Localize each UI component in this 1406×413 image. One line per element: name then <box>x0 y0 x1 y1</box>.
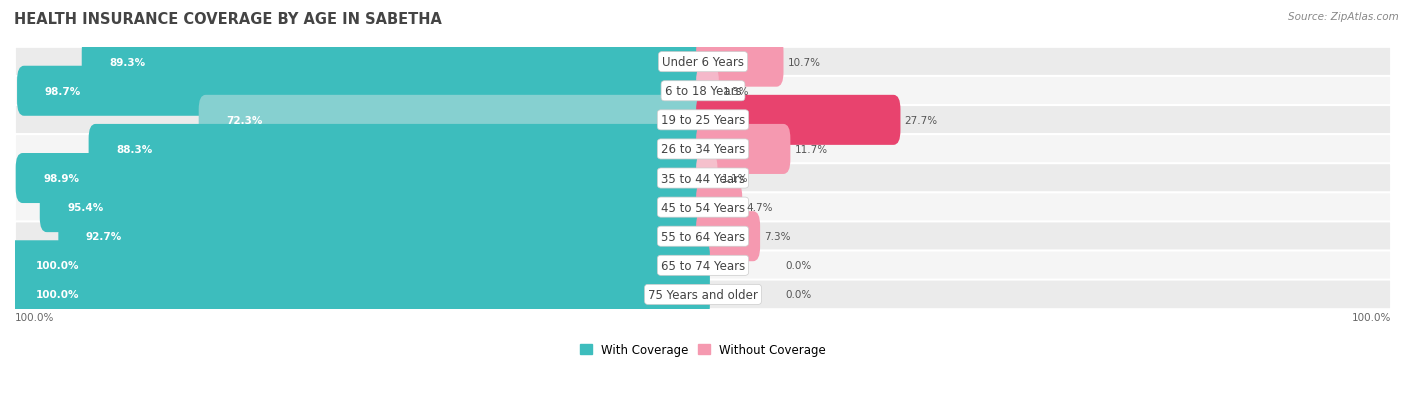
Text: 75 Years and older: 75 Years and older <box>648 288 758 301</box>
Text: HEALTH INSURANCE COVERAGE BY AGE IN SABETHA: HEALTH INSURANCE COVERAGE BY AGE IN SABE… <box>14 12 441 27</box>
Text: 92.7%: 92.7% <box>86 232 122 242</box>
Text: 65 to 74 Years: 65 to 74 Years <box>661 259 745 272</box>
FancyBboxPatch shape <box>15 77 1391 106</box>
FancyBboxPatch shape <box>15 280 1391 309</box>
FancyBboxPatch shape <box>696 183 742 233</box>
FancyBboxPatch shape <box>58 212 710 261</box>
FancyBboxPatch shape <box>15 251 1391 280</box>
FancyBboxPatch shape <box>17 66 710 116</box>
Text: 100.0%: 100.0% <box>35 261 79 271</box>
Text: 19 to 25 Years: 19 to 25 Years <box>661 114 745 127</box>
Text: 6 to 18 Years: 6 to 18 Years <box>665 85 741 98</box>
Text: 55 to 64 Years: 55 to 64 Years <box>661 230 745 243</box>
FancyBboxPatch shape <box>8 270 710 320</box>
FancyBboxPatch shape <box>696 125 790 175</box>
FancyBboxPatch shape <box>82 38 710 88</box>
Text: 26 to 34 Years: 26 to 34 Years <box>661 143 745 156</box>
Text: 1.3%: 1.3% <box>723 87 749 97</box>
FancyBboxPatch shape <box>8 241 710 291</box>
Text: Under 6 Years: Under 6 Years <box>662 56 744 69</box>
Text: 100.0%: 100.0% <box>35 290 79 300</box>
FancyBboxPatch shape <box>198 95 710 145</box>
Text: 7.3%: 7.3% <box>765 232 790 242</box>
FancyBboxPatch shape <box>696 38 783 88</box>
Text: 27.7%: 27.7% <box>904 116 938 126</box>
Text: 11.7%: 11.7% <box>794 145 828 154</box>
Legend: With Coverage, Without Coverage: With Coverage, Without Coverage <box>575 338 831 361</box>
FancyBboxPatch shape <box>89 125 710 175</box>
Text: 4.7%: 4.7% <box>747 203 773 213</box>
Text: 98.9%: 98.9% <box>44 173 79 184</box>
FancyBboxPatch shape <box>15 106 1391 135</box>
Text: 98.7%: 98.7% <box>45 87 80 97</box>
Text: 0.0%: 0.0% <box>786 290 811 300</box>
FancyBboxPatch shape <box>696 95 900 145</box>
FancyBboxPatch shape <box>15 154 710 204</box>
Text: 89.3%: 89.3% <box>110 57 145 67</box>
Text: 35 to 44 Years: 35 to 44 Years <box>661 172 745 185</box>
FancyBboxPatch shape <box>15 222 1391 252</box>
FancyBboxPatch shape <box>39 183 710 233</box>
FancyBboxPatch shape <box>696 212 761 261</box>
Text: 0.0%: 0.0% <box>786 261 811 271</box>
Text: 10.7%: 10.7% <box>787 57 821 67</box>
Text: 95.4%: 95.4% <box>67 203 104 213</box>
FancyBboxPatch shape <box>696 66 718 116</box>
FancyBboxPatch shape <box>15 193 1391 223</box>
Text: 1.1%: 1.1% <box>721 173 748 184</box>
Text: 45 to 54 Years: 45 to 54 Years <box>661 201 745 214</box>
Text: 100.0%: 100.0% <box>1351 313 1391 323</box>
Text: 100.0%: 100.0% <box>15 313 55 323</box>
FancyBboxPatch shape <box>15 164 1391 193</box>
Text: Source: ZipAtlas.com: Source: ZipAtlas.com <box>1288 12 1399 22</box>
Text: 72.3%: 72.3% <box>226 116 263 126</box>
FancyBboxPatch shape <box>15 135 1391 164</box>
Text: 88.3%: 88.3% <box>117 145 152 154</box>
FancyBboxPatch shape <box>696 154 717 204</box>
FancyBboxPatch shape <box>15 48 1391 77</box>
